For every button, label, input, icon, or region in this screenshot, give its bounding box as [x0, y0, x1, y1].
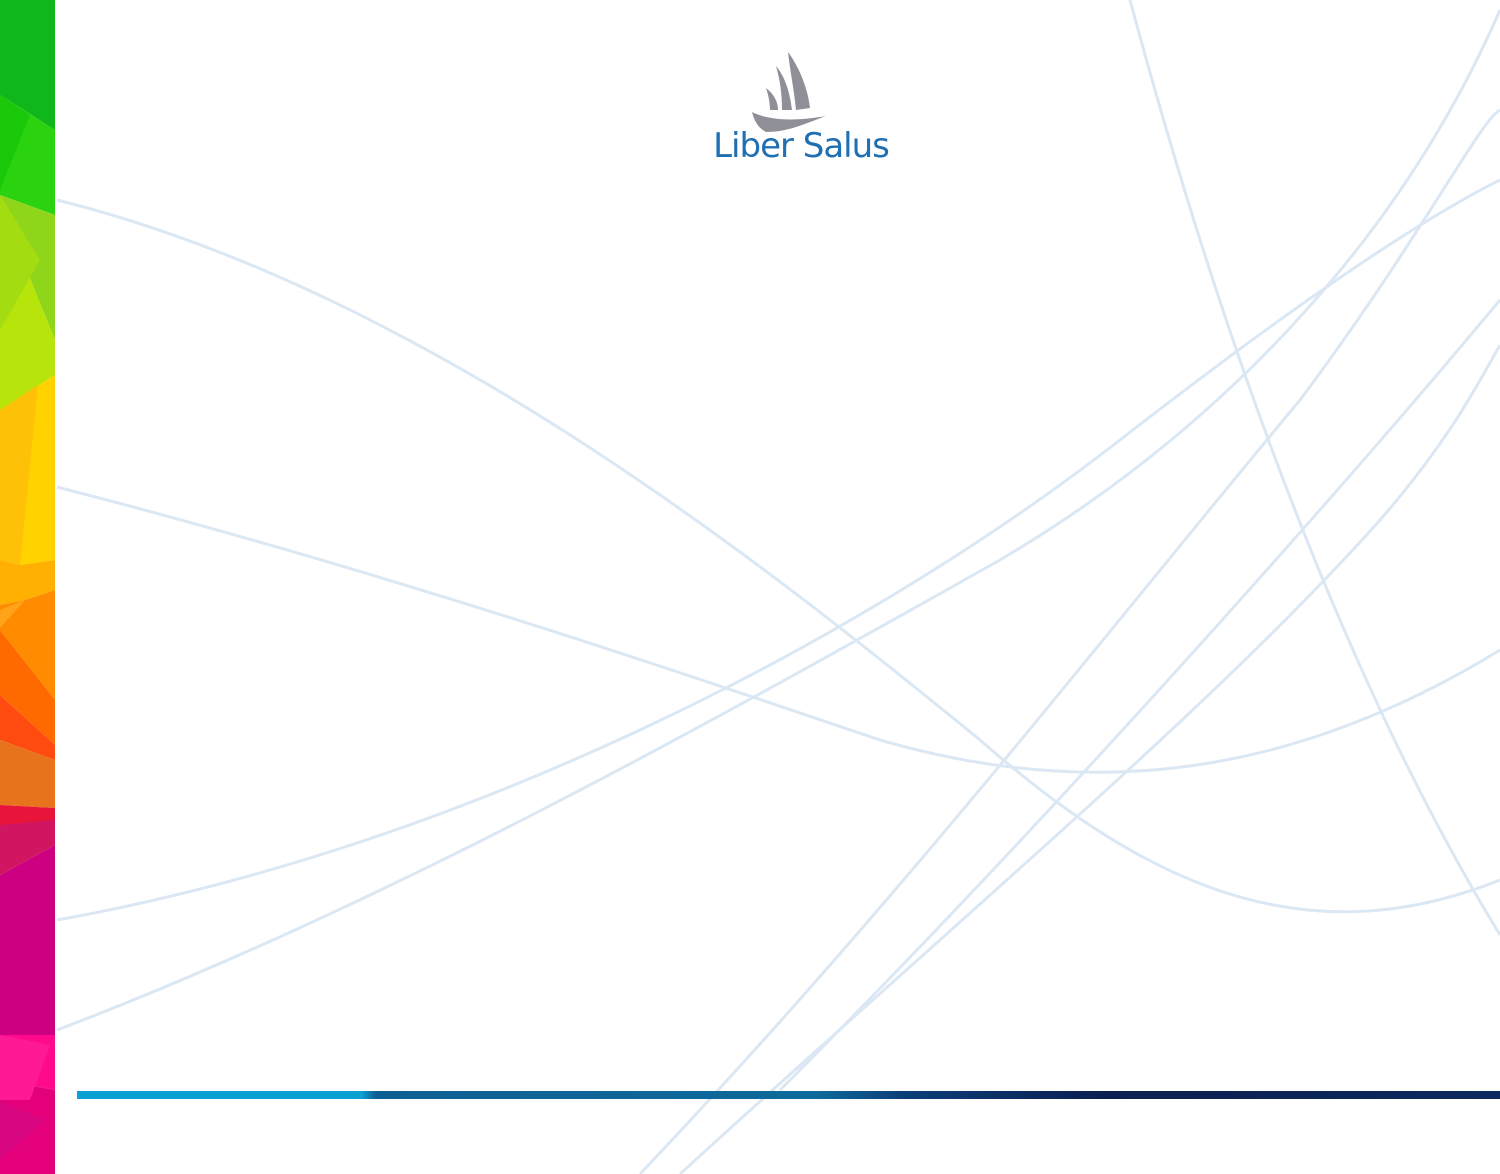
bird-sail-logo-icon: [752, 52, 826, 132]
footer-gradient-bar: [77, 1091, 1500, 1099]
brand-logo: Liber Salus: [706, 48, 896, 172]
brand-name: Liber Salus: [713, 126, 890, 166]
rainbow-side-strip: [0, 0, 55, 1174]
